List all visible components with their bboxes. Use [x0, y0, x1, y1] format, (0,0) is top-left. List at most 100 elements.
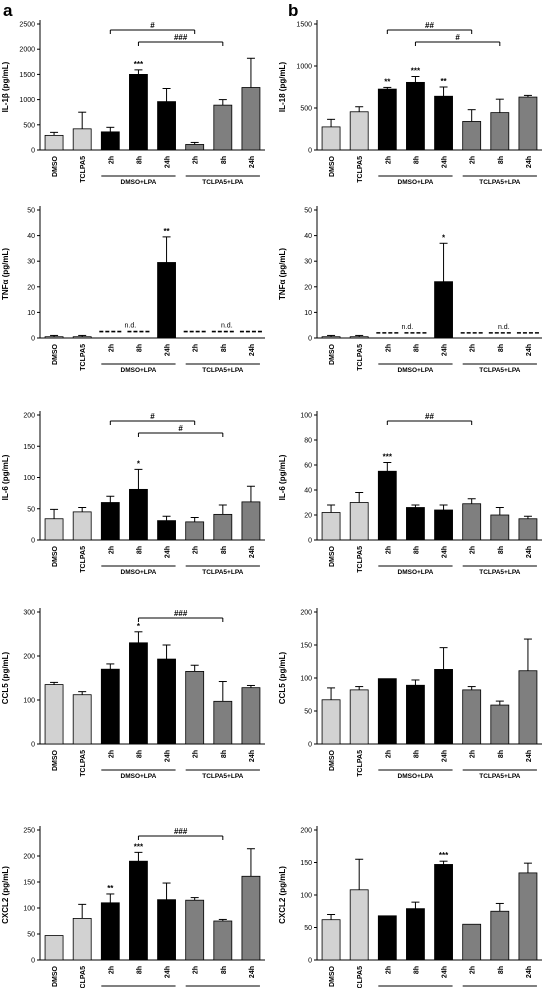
bracket-label: ### [174, 609, 188, 618]
y-tick-label: 150 [300, 860, 312, 867]
bar-7 [241, 687, 261, 745]
x-tick-label: 2h [108, 344, 115, 352]
x-tick-label: 2h [470, 546, 477, 554]
bar-7 [518, 670, 538, 745]
x-tick-label: 2h [108, 750, 115, 758]
bar-3 [406, 908, 425, 961]
x-tick-label: 24h [249, 546, 256, 558]
x-tick-label: 8h [498, 750, 505, 758]
bar-0 [321, 919, 341, 961]
significance-star: * [137, 622, 141, 631]
y-axis-label: CXCL2 (pg/mL) [278, 866, 287, 924]
x-tick-label: TCLPA5 [357, 546, 364, 573]
bar-4 [434, 669, 453, 745]
x-tick-label: DMSO [329, 965, 336, 987]
bar-0 [321, 512, 341, 541]
x-tick-label: TCLPA5 [80, 546, 87, 573]
bar-3 [129, 74, 148, 151]
x-tick-label: 8h [498, 546, 505, 554]
bar-3 [406, 684, 425, 745]
chart-b-1: 0 10 20 30 40 50 TNFα (pg/mL) * n.d. n.d. DMSO TCLP… [278, 206, 542, 374]
y-tick-label: 200 [23, 654, 35, 661]
y-tick-label: 1000 [296, 64, 312, 71]
bar-4 [157, 262, 176, 339]
x-tick-label: 8h [136, 546, 143, 554]
x-tick-label: 8h [221, 750, 228, 758]
x-tick-label: 8h [413, 750, 420, 758]
bar-6 [213, 513, 233, 541]
nd-label: n.d. [221, 323, 233, 330]
y-tick-label: 0 [308, 742, 312, 749]
x-tick-label: 8h [136, 750, 143, 758]
bracket-label: # [150, 21, 155, 30]
y-tick-label: 0 [308, 336, 312, 343]
y-tick-label: 30 [304, 259, 312, 266]
x-tick-label: 2h [108, 966, 115, 974]
bar-6 [490, 910, 510, 961]
y-axis-label: CCL5 (pg/mL) [278, 651, 287, 704]
x-tick-label: 2h [385, 156, 392, 164]
bracket-label: ### [174, 33, 188, 42]
bar-4 [157, 658, 176, 745]
y-tick-label: 60 [304, 463, 312, 470]
x-tick-label: DMSO [329, 749, 336, 771]
x-tick-label: 8h [221, 156, 228, 164]
group-label: TCLPA5+LPA [479, 367, 520, 374]
bar-0 [44, 336, 64, 339]
bar-1 [349, 689, 369, 745]
bar-5 [462, 121, 482, 151]
y-axis-label: IL-1β (pg/mL) [1, 61, 10, 112]
group-label: DMSO+LPA [121, 367, 157, 374]
y-tick-label: 50 [27, 932, 35, 939]
group-label: DMSO+LPA [398, 367, 434, 374]
x-tick-label: 24h [442, 156, 449, 168]
significance-star: ** [384, 77, 391, 86]
x-tick-label: DMSO [329, 155, 336, 177]
bar-4 [434, 509, 453, 541]
group-label: TCLPA5+LPA [202, 179, 243, 186]
bar-2 [377, 915, 397, 961]
y-axis-label: IL-18 (pg/mL) [278, 62, 287, 113]
group-label: TCLPA5+LPA [479, 569, 520, 576]
y-tick-label: 500 [23, 122, 35, 129]
y-tick-label: 50 [27, 208, 35, 215]
bar-0 [321, 336, 341, 339]
x-tick-label: TCLPA5 [80, 966, 87, 988]
bar-0 [321, 699, 341, 745]
bar-0 [44, 518, 64, 541]
x-tick-label: 2h [193, 750, 200, 758]
group-label: DMSO+LPA [398, 569, 434, 576]
bracket-label: ## [425, 21, 434, 30]
y-tick-label: 100 [300, 893, 312, 900]
y-axis-label: IL-6 (pg/mL) [1, 454, 10, 500]
bar-2 [100, 668, 120, 745]
y-tick-label: 1000 [19, 97, 35, 104]
bar-1 [72, 128, 92, 151]
y-tick-label: 0 [31, 538, 35, 545]
bar-2 [377, 470, 397, 541]
bar-6 [213, 104, 233, 151]
x-tick-label: 2h [108, 156, 115, 164]
y-tick-label: 2000 [19, 47, 35, 54]
bar-1 [72, 336, 92, 339]
bar-5 [462, 503, 482, 541]
y-tick-label: 150 [23, 444, 35, 451]
bar-3 [406, 81, 425, 151]
bar-2 [100, 502, 120, 541]
x-tick-label: 24h [249, 966, 256, 978]
bar-5 [185, 144, 205, 151]
x-tick-label: 2h [385, 344, 392, 352]
bar-6 [490, 112, 510, 151]
y-tick-label: 10 [27, 310, 35, 317]
y-tick-label: 100 [300, 676, 312, 683]
x-tick-label: 24h [165, 750, 172, 762]
y-tick-label: 500 [300, 106, 312, 113]
significance-star: *** [134, 60, 144, 69]
y-tick-label: 100 [23, 906, 35, 913]
significance-star: *** [383, 453, 393, 462]
y-tick-label: 40 [27, 233, 35, 240]
bracket-label: # [455, 33, 460, 42]
bar-1 [72, 918, 92, 961]
bar-4 [157, 101, 176, 151]
